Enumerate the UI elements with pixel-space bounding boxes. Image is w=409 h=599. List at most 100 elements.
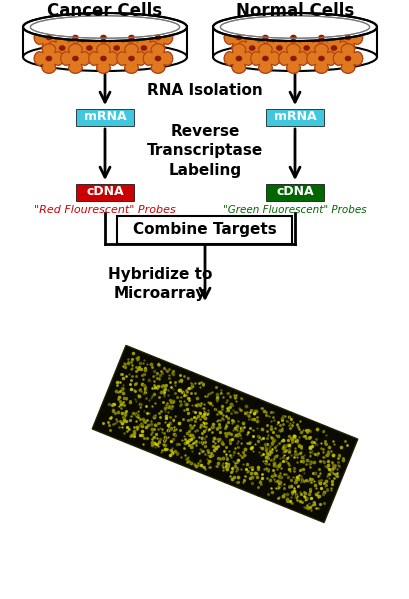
Ellipse shape	[290, 35, 296, 40]
Ellipse shape	[213, 13, 376, 41]
Polygon shape	[306, 23, 335, 52]
Polygon shape	[117, 44, 146, 73]
Polygon shape	[117, 23, 146, 52]
Polygon shape	[319, 33, 348, 63]
Polygon shape	[129, 33, 158, 63]
Polygon shape	[143, 23, 172, 52]
Ellipse shape	[261, 56, 268, 61]
Polygon shape	[306, 23, 335, 52]
Ellipse shape	[45, 56, 52, 61]
Polygon shape	[61, 23, 90, 52]
Ellipse shape	[303, 45, 309, 51]
Ellipse shape	[86, 45, 92, 51]
Polygon shape	[129, 33, 158, 63]
Ellipse shape	[344, 35, 351, 40]
Polygon shape	[264, 33, 294, 63]
Polygon shape	[47, 33, 77, 63]
Polygon shape	[319, 33, 348, 63]
Ellipse shape	[235, 56, 242, 61]
Ellipse shape	[128, 35, 135, 40]
Ellipse shape	[344, 56, 351, 61]
Ellipse shape	[45, 56, 52, 61]
Ellipse shape	[261, 35, 268, 40]
Ellipse shape	[128, 56, 135, 61]
Ellipse shape	[23, 43, 187, 71]
Ellipse shape	[72, 35, 79, 40]
Ellipse shape	[235, 35, 242, 40]
Polygon shape	[250, 23, 279, 52]
Ellipse shape	[86, 45, 92, 51]
Polygon shape	[61, 44, 90, 73]
Polygon shape	[291, 33, 321, 63]
Ellipse shape	[58, 45, 65, 51]
Ellipse shape	[261, 35, 268, 40]
Polygon shape	[278, 23, 308, 52]
Polygon shape	[278, 23, 308, 52]
Ellipse shape	[154, 56, 161, 61]
Ellipse shape	[128, 56, 135, 61]
Ellipse shape	[100, 56, 106, 61]
Ellipse shape	[248, 45, 255, 51]
Ellipse shape	[100, 35, 106, 40]
Text: Combine Targets: Combine Targets	[133, 222, 276, 237]
Ellipse shape	[235, 56, 242, 61]
Ellipse shape	[275, 45, 282, 51]
Ellipse shape	[330, 45, 337, 51]
Polygon shape	[213, 27, 376, 57]
Polygon shape	[278, 44, 308, 73]
Polygon shape	[237, 33, 266, 63]
Ellipse shape	[23, 13, 187, 41]
Text: Reverse
Transcriptase
Labeling: Reverse Transcriptase Labeling	[146, 124, 263, 179]
Polygon shape	[102, 33, 131, 63]
Ellipse shape	[317, 56, 324, 61]
Ellipse shape	[290, 35, 296, 40]
Ellipse shape	[100, 56, 106, 61]
Polygon shape	[102, 33, 131, 63]
FancyBboxPatch shape	[117, 216, 292, 244]
Polygon shape	[306, 44, 335, 73]
Polygon shape	[264, 33, 294, 63]
Polygon shape	[333, 23, 362, 52]
Polygon shape	[88, 44, 118, 73]
Polygon shape	[74, 33, 104, 63]
Polygon shape	[278, 44, 308, 73]
Polygon shape	[61, 44, 90, 73]
FancyBboxPatch shape	[76, 108, 134, 126]
Text: Normal Cells: Normal Cells	[235, 2, 353, 20]
Ellipse shape	[303, 45, 309, 51]
Text: mRNA: mRNA	[83, 110, 126, 123]
Ellipse shape	[235, 35, 242, 40]
Ellipse shape	[45, 35, 52, 40]
Text: cDNA: cDNA	[86, 186, 124, 198]
Ellipse shape	[261, 56, 268, 61]
Polygon shape	[88, 23, 118, 52]
Text: RNA Isolation: RNA Isolation	[147, 83, 262, 98]
Ellipse shape	[45, 35, 52, 40]
Ellipse shape	[72, 35, 79, 40]
Polygon shape	[143, 23, 172, 52]
Ellipse shape	[317, 56, 324, 61]
Polygon shape	[47, 33, 77, 63]
Polygon shape	[143, 44, 172, 73]
Ellipse shape	[275, 45, 282, 51]
Polygon shape	[88, 44, 118, 73]
Ellipse shape	[72, 56, 79, 61]
Text: Hybridize to
Microarray: Hybridize to Microarray	[108, 267, 212, 301]
Ellipse shape	[344, 56, 351, 61]
Ellipse shape	[140, 45, 147, 51]
Polygon shape	[224, 23, 253, 52]
Polygon shape	[117, 44, 146, 73]
Text: "Green Fluorescent" Probes: "Green Fluorescent" Probes	[222, 205, 366, 215]
Polygon shape	[224, 23, 253, 52]
Ellipse shape	[113, 45, 120, 51]
Polygon shape	[34, 23, 63, 52]
Polygon shape	[34, 44, 63, 73]
Polygon shape	[333, 44, 362, 73]
FancyBboxPatch shape	[76, 183, 134, 201]
Polygon shape	[250, 44, 279, 73]
Ellipse shape	[100, 35, 106, 40]
Polygon shape	[237, 33, 266, 63]
Polygon shape	[224, 44, 253, 73]
Ellipse shape	[344, 35, 351, 40]
Ellipse shape	[290, 56, 296, 61]
